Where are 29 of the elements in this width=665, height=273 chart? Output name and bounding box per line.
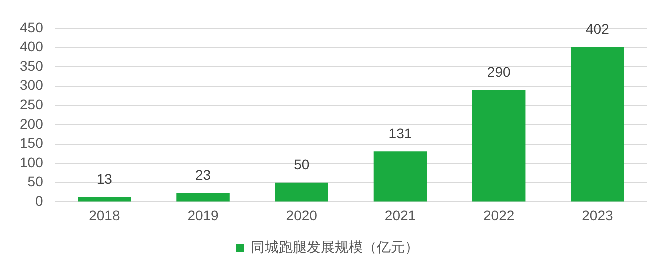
legend-label: 同城跑腿发展规模（亿元） [251,238,419,255]
data-label: 131 [388,125,412,142]
y-tick-label: 150 [20,135,44,152]
y-tick-label: 300 [20,77,44,94]
x-tick-label: 2023 [582,207,614,224]
data-label: 290 [487,64,511,80]
x-tick-label: 2020 [286,207,318,224]
bar [78,197,132,202]
bar [374,152,428,202]
data-label: 13 [96,171,113,188]
data-label: 402 [586,20,610,37]
y-tick-label: 250 [20,96,44,113]
bar [472,90,526,202]
y-tick-label: 450 [20,19,44,36]
x-tick-label: 2018 [89,207,120,224]
y-tick-label: 50 [28,174,44,190]
x-tick-label: 2022 [484,207,515,224]
x-tick-label: 2021 [384,207,416,224]
data-label: 50 [294,156,310,173]
y-tick-label: 100 [20,154,44,170]
y-tick-label: 400 [20,38,44,55]
y-tick-label: 200 [20,116,44,132]
y-tick-label: 0 [36,193,44,210]
bar [275,182,328,202]
x-tick-label: 2019 [188,207,220,224]
bar [571,46,624,202]
bar [176,193,230,202]
data-label: 23 [195,167,212,184]
y-tick-label: 350 [20,58,44,74]
